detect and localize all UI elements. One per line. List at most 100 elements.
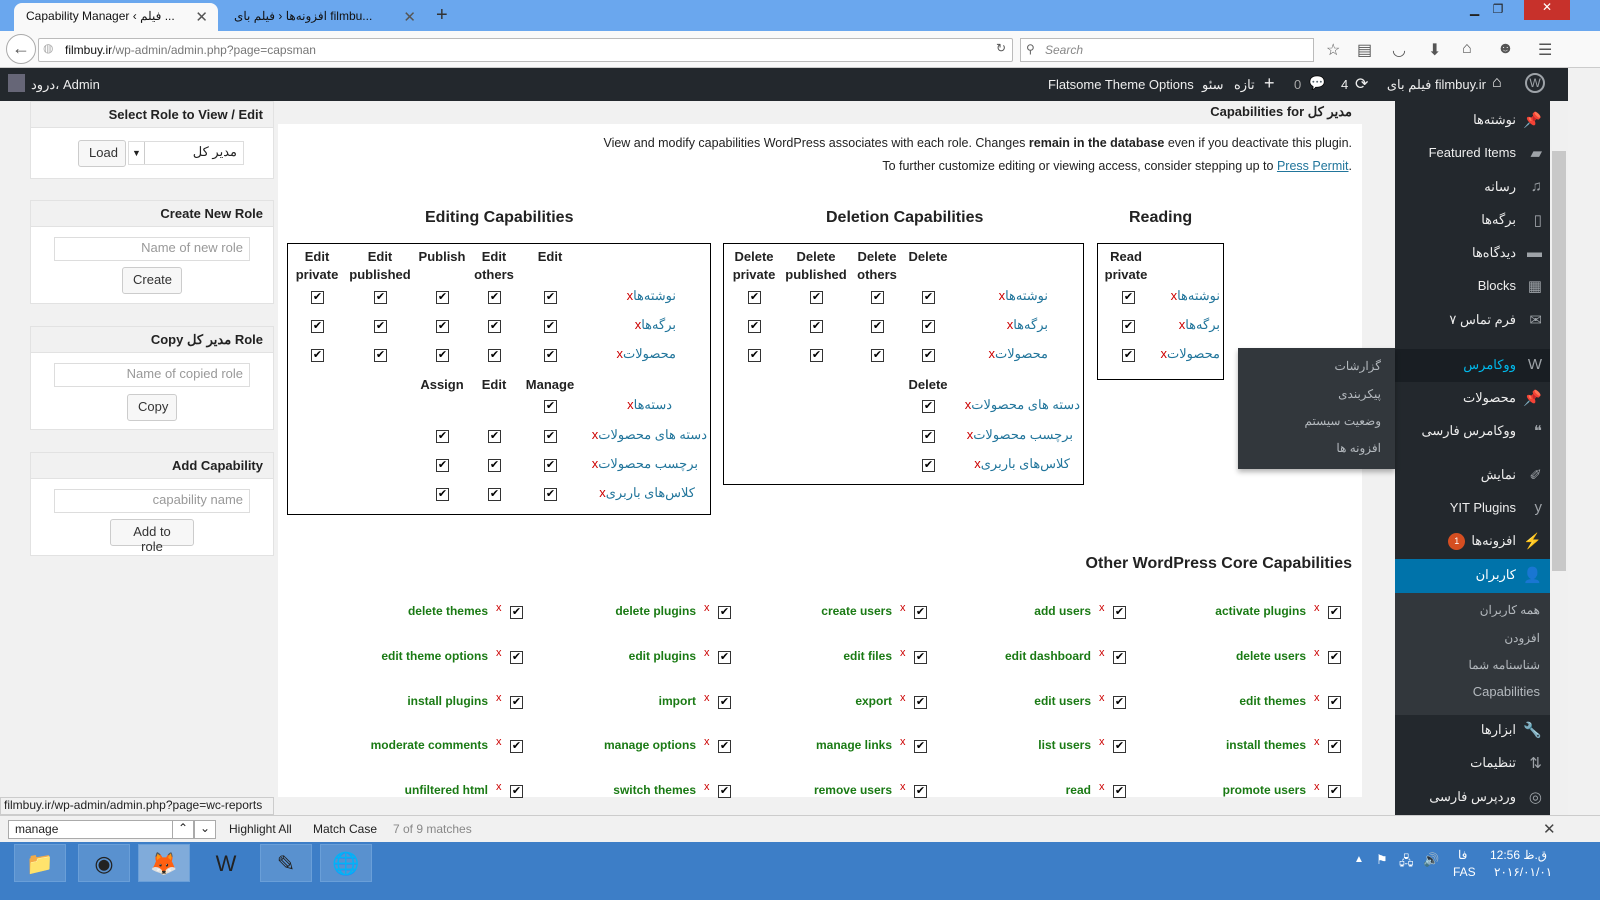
remove-icon[interactable]: x (704, 736, 710, 748)
checkbox[interactable]: ✔ (436, 430, 449, 443)
wordpress-logo-icon[interactable]: W (1525, 73, 1545, 93)
flyout-menu-item[interactable]: افزونه ها (1336, 441, 1381, 455)
remove-icon[interactable]: x (900, 781, 906, 793)
add-to-role-button[interactable]: Add to role (110, 519, 194, 554)
avatar[interactable] (8, 74, 25, 92)
match-case-button[interactable]: Match Case (313, 822, 378, 836)
checkbox[interactable]: ✔ (311, 349, 324, 362)
checkbox[interactable]: ✔ (436, 320, 449, 333)
checkbox[interactable]: ✔ (914, 606, 927, 619)
checkbox[interactable]: ✔ (810, 349, 823, 362)
capability-name-input[interactable]: capability name (54, 489, 250, 513)
remove-icon[interactable]: x (599, 485, 606, 500)
remove-icon[interactable]: x (496, 647, 502, 659)
checkbox[interactable]: ✔ (871, 349, 884, 362)
users-submenu-item[interactable]: همه کاربران (1479, 603, 1540, 617)
checkbox[interactable]: ✔ (1113, 606, 1126, 619)
find-input[interactable]: manage (8, 820, 173, 839)
users-submenu-item[interactable]: Capabilities (1472, 684, 1540, 699)
new-role-name-input[interactable]: Name of new role (54, 237, 250, 261)
remove-icon[interactable]: x (496, 736, 502, 748)
remove-icon[interactable]: x (1314, 781, 1320, 793)
tab-plugins[interactable]: افزونه‌ها ‹ فیلم بای filmbu... ✕ (222, 3, 426, 31)
seo-link[interactable]: سئو (1202, 77, 1224, 92)
remove-icon[interactable]: x (1099, 602, 1105, 614)
checkbox[interactable]: ✔ (544, 400, 557, 413)
remove-icon[interactable]: x (591, 456, 599, 471)
checkbox[interactable]: ✔ (488, 291, 501, 304)
remove-icon[interactable]: x (974, 456, 981, 471)
remove-icon[interactable]: x (704, 692, 710, 704)
search-input[interactable]: ⚲ Search (1020, 38, 1314, 62)
checkbox[interactable]: ✔ (1122, 291, 1135, 304)
remove-icon[interactable]: x (988, 346, 996, 361)
checkbox[interactable]: ✔ (544, 320, 557, 333)
pocket-icon[interactable]: ◡ (1392, 42, 1406, 59)
checkbox[interactable]: ✔ (544, 488, 557, 501)
back-icon[interactable]: ← (6, 34, 36, 64)
close-find-bar-icon[interactable]: ✕ (1543, 821, 1556, 838)
checkbox[interactable]: ✔ (1113, 696, 1126, 709)
checkbox[interactable]: ✔ (1113, 740, 1126, 753)
checkbox[interactable]: ✔ (544, 291, 557, 304)
copied-role-name-input[interactable]: Name of copied role (54, 363, 250, 387)
sidebar-item[interactable]: YIT Plugins y (1395, 492, 1550, 525)
remove-icon[interactable]: x (1099, 781, 1105, 793)
checkbox[interactable]: ✔ (718, 696, 731, 709)
remove-icon[interactable]: x (634, 317, 642, 332)
updates-count[interactable]: 4 (1341, 77, 1349, 92)
checkbox[interactable]: ✔ (510, 696, 523, 709)
bookmark-star-icon[interactable]: ☆ (1326, 42, 1341, 59)
checkbox[interactable]: ✔ (1328, 651, 1341, 664)
home-icon[interactable]: ⌂ (1462, 40, 1472, 57)
checkbox[interactable]: ✔ (488, 320, 501, 333)
checkbox[interactable]: ✔ (510, 740, 523, 753)
sidebar-item[interactable]: محصولات 📌 (1395, 382, 1550, 415)
checkbox[interactable]: ✔ (871, 320, 884, 333)
page-scrollbar[interactable] (1550, 101, 1568, 815)
sidebar-item[interactable]: ووکامرس فارسی ❝ (1395, 415, 1550, 448)
updates-icon[interactable]: ⟳ (1355, 76, 1369, 93)
checkbox[interactable]: ✔ (718, 785, 731, 798)
close-tab-icon[interactable]: ✕ (403, 9, 416, 26)
checkbox[interactable]: ✔ (810, 291, 823, 304)
checkbox[interactable]: ✔ (1113, 651, 1126, 664)
checkbox[interactable]: ✔ (748, 320, 761, 333)
remove-icon[interactable]: x (496, 692, 502, 704)
checkbox[interactable]: ✔ (1328, 740, 1341, 753)
checkbox[interactable]: ✔ (544, 459, 557, 472)
remove-icon[interactable]: x (616, 346, 624, 361)
plus-icon[interactable]: + (1264, 73, 1275, 93)
remove-icon[interactable]: x (1099, 692, 1105, 704)
sidebar-item[interactable]: رسانه ♫ (1395, 171, 1550, 204)
checkbox[interactable]: ✔ (1113, 785, 1126, 798)
checkbox[interactable]: ✔ (510, 651, 523, 664)
remove-icon[interactable]: x (704, 781, 710, 793)
chrome-icon[interactable]: ◉ (78, 844, 130, 882)
role-select[interactable]: ▼ مدیر کل (128, 141, 244, 165)
checkbox[interactable]: ✔ (914, 651, 927, 664)
new-tab-icon[interactable]: + (436, 4, 448, 26)
checkbox[interactable]: ✔ (374, 320, 387, 333)
sidebar-item[interactable]: Blocks ▦ (1395, 270, 1550, 303)
checkbox[interactable]: ✔ (871, 291, 884, 304)
remove-icon[interactable]: x (1160, 346, 1168, 361)
remove-icon[interactable]: x (1099, 736, 1105, 748)
press-permit-link[interactable]: Press Permit (1276, 159, 1349, 173)
checkbox[interactable]: ✔ (488, 349, 501, 362)
remove-icon[interactable]: x (900, 602, 906, 614)
remove-icon[interactable]: x (900, 736, 906, 748)
checkbox[interactable]: ✔ (1328, 696, 1341, 709)
checkbox[interactable]: ✔ (718, 651, 731, 664)
clock-time[interactable]: ق.ظ 12:56 (1490, 848, 1548, 862)
comment-icon[interactable]: 💬 (1309, 75, 1326, 90)
remove-icon[interactable]: x (626, 288, 634, 303)
checkbox[interactable]: ✔ (436, 488, 449, 501)
comments-count[interactable]: 0 (1294, 77, 1302, 92)
reload-icon[interactable]: ↻ (995, 41, 1006, 55)
remove-icon[interactable]: x (704, 602, 710, 614)
sidebar-item[interactable]: برگه‌ها ▯ (1395, 204, 1550, 237)
remove-icon[interactable]: x (964, 397, 972, 412)
language-indicator[interactable]: FAS (1453, 865, 1476, 879)
notepad-icon[interactable]: ✎ (260, 844, 312, 882)
